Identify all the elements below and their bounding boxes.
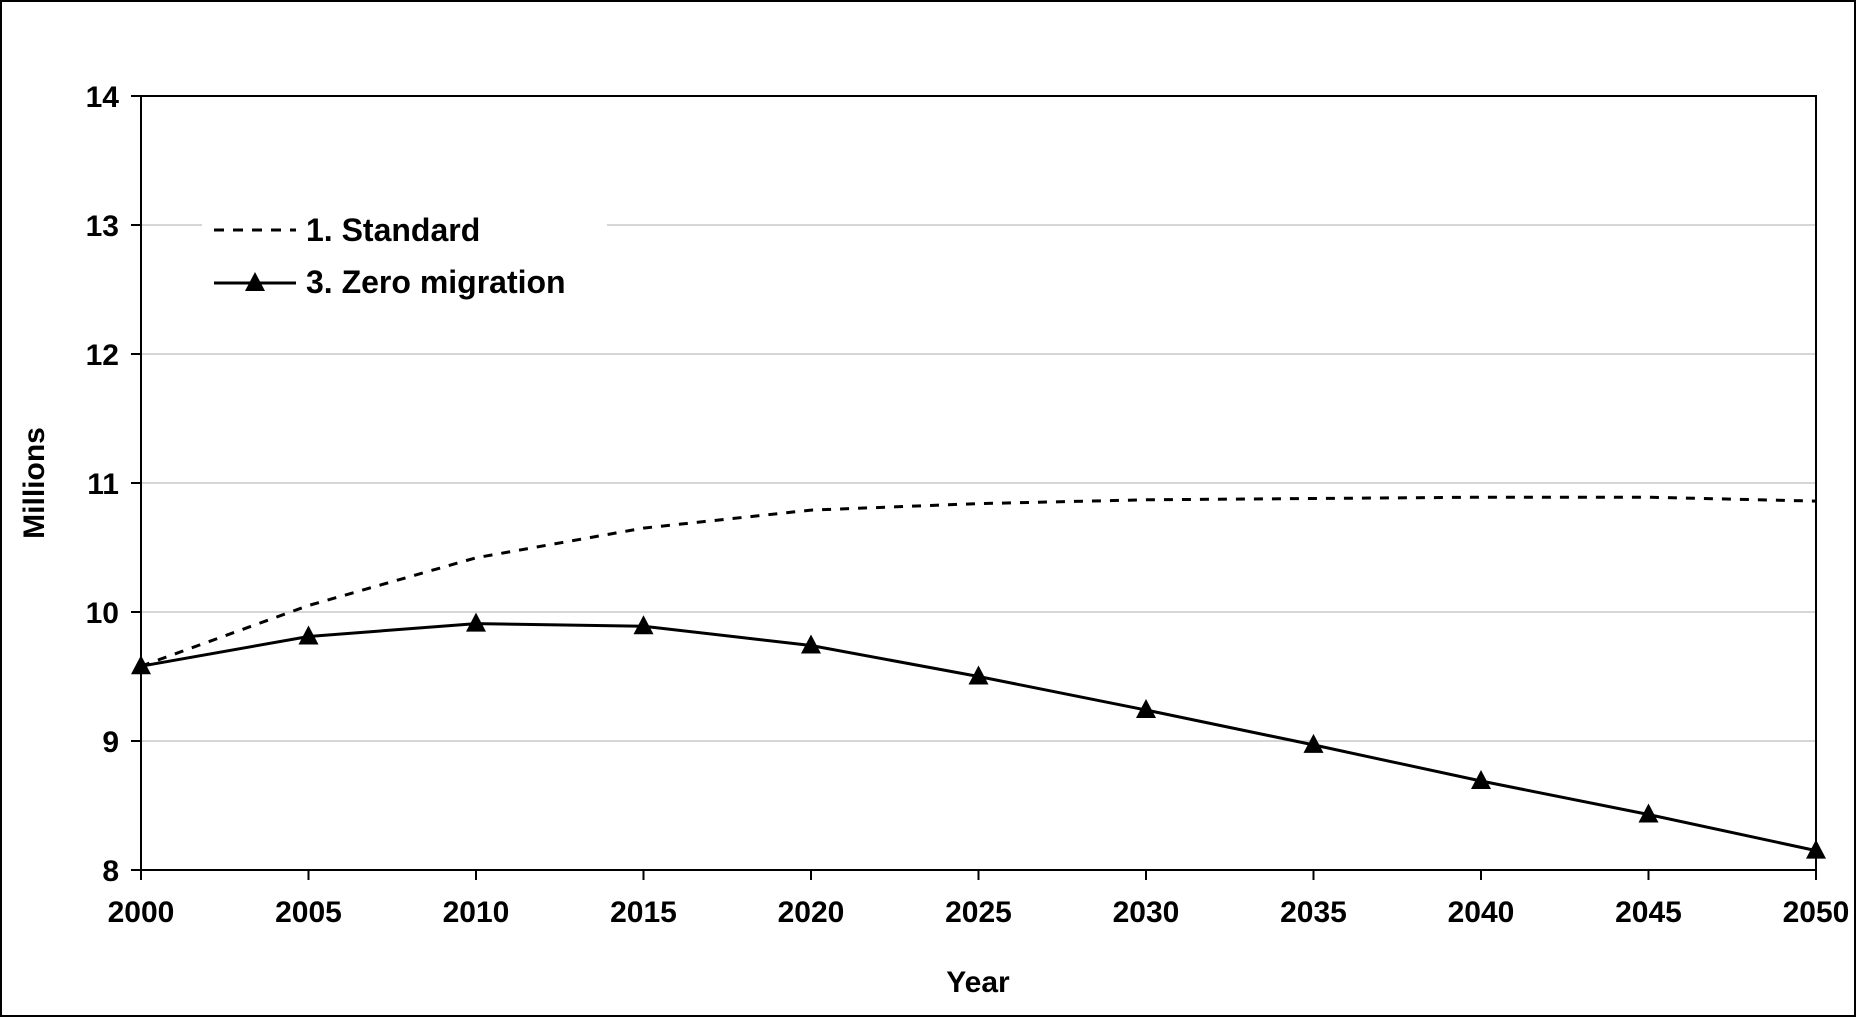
data-point-3-zero-migration-2045 [1638,803,1659,823]
legend-label-standard: 1. Standard [306,212,480,248]
y-tick-label-10: 10 [86,597,119,630]
y-tick-label-12: 12 [86,339,119,372]
data-point-3-zero-migration-2040 [1471,770,1491,789]
x-tick-label-2015: 2015 [610,896,677,929]
data-point-3-zero-migration-2025 [968,665,989,685]
x-tick-label-2025: 2025 [945,896,1012,929]
data-point-3-zero-migration-2030 [1136,699,1156,718]
x-tick-label-2040: 2040 [1448,896,1515,929]
x-tick-label-2005: 2005 [275,896,342,929]
axes: 8 9 10 11 12 13 14 2000 2005 2010 2015 2020 2025 2030… [86,81,1850,929]
x-tick-label-2020: 2020 [778,896,845,929]
y-tick-label-14: 14 [86,81,120,114]
legend-marker-triangle-icon [245,272,265,291]
data-point-3-zero-migration-2000 [131,655,151,675]
data-point-3-zero-migration-2010 [466,612,486,632]
x-axis-title: Year [946,966,1010,999]
data-point-3-zero-migration-2005 [298,625,319,645]
x-tick-label-2000: 2000 [108,896,175,929]
legend-label-zero-migration: 3. Zero migration [306,264,566,300]
x-tick-label-2010: 2010 [443,896,510,929]
data-point-3-zero-migration-2020 [801,634,821,654]
x-tick-label-2045: 2045 [1615,896,1682,929]
data-point-3-zero-migration-2015 [633,615,654,635]
x-tick-label-2030: 2030 [1113,896,1180,929]
legend-background [202,202,607,312]
series-line-1-standard [140,495,1817,668]
series-line-3-zero-migration [140,622,1817,853]
y-axis-title: Millions [18,427,51,539]
y-tick-label-13: 13 [86,210,119,243]
x-tick-label-2035: 2035 [1280,896,1347,929]
y-tick-label-8: 8 [102,855,119,888]
series [131,495,1826,859]
y-tick-label-9: 9 [102,726,119,759]
y-tick-label-11: 11 [87,468,119,501]
legend: 1. Standard 3. Zero migration [202,202,607,312]
data-point-3-zero-migration-2035 [1303,733,1324,753]
data-point-3-zero-migration-2050 [1806,839,1826,859]
x-tick-label-2050: 2050 [1783,896,1850,929]
